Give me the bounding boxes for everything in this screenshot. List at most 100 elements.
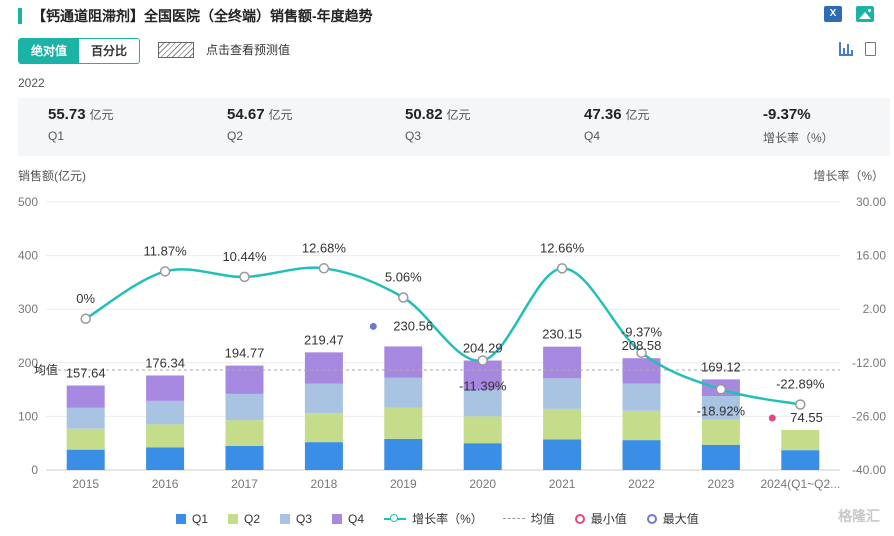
total-label: 157.64 [66, 366, 106, 381]
growth-point [636, 347, 647, 358]
legend-label: 最大值 [662, 512, 699, 526]
legend-swatch [332, 513, 343, 524]
summary-item: 50.82 亿元 Q3 [405, 106, 471, 143]
percentage-tab[interactable]: 百分比 [79, 39, 140, 63]
legend-item-growth[interactable]: 增长率（%） [384, 510, 483, 527]
y-tick-label: 400 [18, 249, 38, 263]
summary-panel: 55.73 亿元 Q1 54.67 亿元 Q2 50.82 亿元 Q3 47.36 亿元… [18, 98, 890, 156]
y2-tick-label: -40.00 [852, 463, 886, 477]
bar-segment-q3 [66, 407, 105, 429]
summary-item: 47.36 亿元 Q4 [584, 106, 650, 143]
total-label: 74.55 [790, 410, 823, 425]
y2-tick-label: 30.00 [856, 195, 886, 209]
summary-value: 54.67 [227, 106, 265, 123]
legend-swatch [228, 513, 239, 524]
growth-label: 0% [76, 291, 95, 306]
legend-item-max[interactable]: 最大值 [646, 510, 699, 527]
bar-segment-q1 [622, 440, 661, 470]
legend-swatch [280, 513, 291, 524]
legend-max-marker [646, 513, 657, 524]
growth-label: -11.39% [459, 378, 507, 393]
growth-point [318, 263, 330, 274]
y-tick-label: 300 [18, 302, 38, 316]
growth-point [239, 271, 250, 283]
legend-item-q4[interactable]: Q4 [332, 512, 364, 526]
growth-point [795, 399, 806, 410]
legend-item-q2[interactable]: Q2 [228, 512, 260, 526]
x-tick-label: 2019 [390, 477, 417, 491]
growth-point [556, 263, 568, 274]
total-label: 169.12 [701, 359, 741, 374]
title-accent-bar [18, 8, 22, 24]
y2-tick-label: 2.00 [863, 302, 887, 316]
y-tick-label: 100 [18, 409, 38, 423]
legend-item-min[interactable]: 最小值 [574, 510, 627, 527]
legend-label: Q3 [296, 511, 313, 526]
summary-year: 2022 [18, 76, 45, 90]
summary-label: Q3 [405, 129, 422, 143]
bar-segment-q3 [463, 389, 502, 417]
bar-segment-q1 [146, 447, 185, 470]
sales-chart: 0 100 200 300 400 500 -40.00 -26.00 -12.00 2.00 16… [18, 195, 887, 491]
bar-segment-q3 [146, 400, 185, 425]
summary-unit: 亿元 [268, 108, 293, 122]
average-arrow [36, 367, 42, 374]
legend-label: 均值 [530, 512, 555, 526]
growth-point [715, 384, 727, 395]
bar-segment-q3 [384, 377, 423, 408]
summary-unit: 亿元 [446, 108, 471, 122]
total-label: 230.15 [542, 327, 582, 342]
table-view-icon[interactable] [865, 42, 876, 56]
bar-segment-q1 [543, 439, 582, 470]
bar-segment-q2 [622, 410, 661, 441]
legend-item-average[interactable]: 均值 [502, 510, 555, 527]
summary-item: 55.73 亿元 Q1 [48, 106, 114, 143]
growth-label: -9.37% [621, 325, 663, 340]
legend-min-marker [574, 513, 585, 524]
summary-label: 增长率（%） [763, 131, 834, 145]
y-tick-label: 500 [18, 195, 38, 209]
bar-segment-q4 [304, 352, 343, 384]
legend-label: Q1 [192, 511, 209, 526]
excel-export-icon[interactable]: X [824, 6, 842, 22]
average-label: 均值 [34, 362, 58, 377]
growth-label: 12.68% [302, 240, 347, 255]
legend-item-q1[interactable]: Q1 [176, 512, 208, 526]
growth-label: 5.06% [385, 269, 422, 284]
growth-point [159, 266, 171, 277]
export-icons: X [824, 6, 874, 22]
bar-segment-q2 [701, 419, 740, 445]
summary-value: 47.36 [584, 106, 622, 123]
summary-value: -9.37% [763, 106, 811, 123]
bar-segment-q1 [463, 443, 502, 470]
legend-label: Q4 [348, 511, 365, 526]
summary-label: Q1 [48, 129, 65, 143]
y2-tick-label: -26.00 [852, 409, 886, 423]
bar-segment-q2 [225, 420, 264, 446]
growth-point [477, 355, 488, 366]
x-tick-label: 2024(Q1~Q2... [760, 477, 840, 491]
bar-chart-icon[interactable] [839, 42, 853, 56]
bar-segment-q2 [543, 408, 582, 440]
y2-axis-title: 增长率（%） [813, 169, 884, 183]
bar-segment-q2 [384, 407, 423, 439]
y-axis-title: 销售额(亿元) [18, 169, 86, 183]
summary-unit: 亿元 [89, 108, 114, 122]
growth-label: -18.92% [697, 403, 746, 418]
growth-line [85, 266, 801, 406]
bar-segment-q3 [225, 393, 264, 421]
forecast-toggle[interactable]: 点击查看预测值 [158, 41, 290, 58]
legend-item-q3[interactable]: Q3 [280, 512, 312, 526]
legend-label: 最小值 [590, 512, 627, 526]
legend-swatch [176, 513, 186, 524]
bar-segment-q1 [781, 450, 820, 470]
x-tick-label: 2020 [469, 477, 496, 491]
legend: Q1 Q2 Q3 Q4 增长率（%） 均值 最小值 最大值 [176, 510, 719, 527]
total-label: 204.29 [463, 341, 503, 356]
summary-item: -9.37% 增长率（%） [763, 106, 834, 146]
summary-item: 54.67 亿元 Q2 [227, 106, 293, 143]
absolute-value-tab[interactable]: 绝对值 [19, 39, 80, 63]
x-tick-label: 2023 [708, 477, 735, 491]
image-export-icon[interactable] [856, 6, 874, 22]
min-marker [768, 414, 776, 422]
